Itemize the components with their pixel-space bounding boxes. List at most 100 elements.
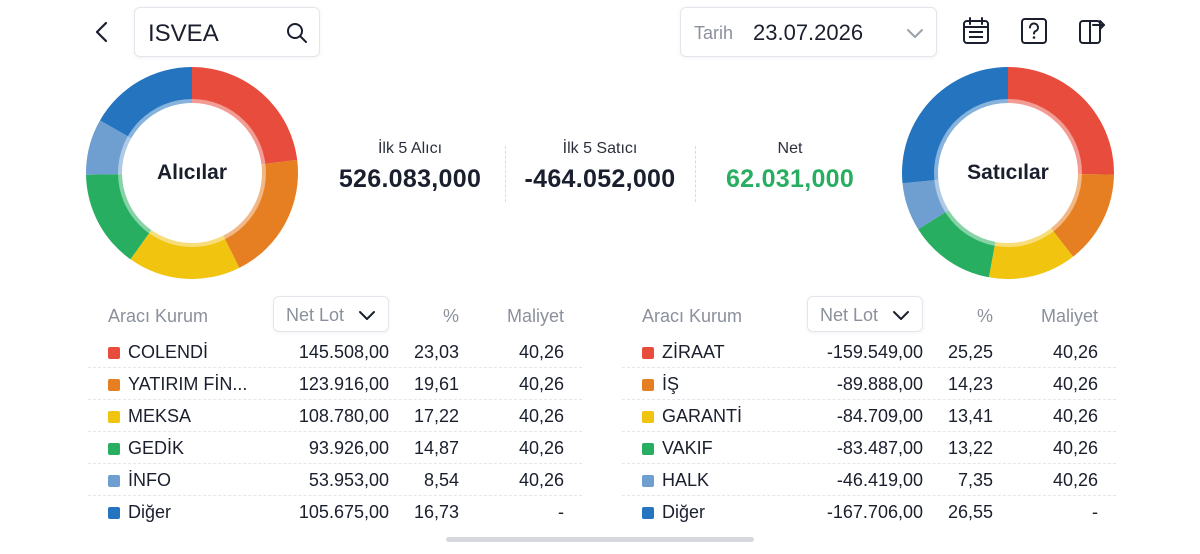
cost-value: - bbox=[558, 502, 564, 522]
net-lot-value: 93.926,00 bbox=[308, 438, 389, 458]
donut-slice bbox=[1050, 174, 1114, 257]
sellers-table-header: Aracı Kurum Net Lot % Maliyet bbox=[622, 296, 1116, 336]
cost-value: 40,26 bbox=[1052, 470, 1098, 490]
percent-value: 23,03 bbox=[413, 342, 459, 362]
broker-name: HALK bbox=[662, 470, 710, 490]
net-stat: Net 62.031,000 bbox=[705, 140, 875, 194]
symbol-text: ISVEA bbox=[148, 20, 219, 47]
table-row[interactable]: İNFO 53.953,00 8,54 40,26 bbox=[88, 464, 582, 496]
donut-center bbox=[942, 107, 1074, 239]
sellers-donut-svg bbox=[902, 67, 1114, 279]
top5-sellers-label: İlk 5 Satıcı bbox=[562, 140, 638, 157]
col-broker-header: Aracı Kurum bbox=[642, 306, 743, 326]
broker-name: VAKIF bbox=[662, 438, 713, 458]
top5-buyers-value: 526.083,000 bbox=[338, 165, 482, 193]
net-lot-value: 105.675,00 bbox=[298, 502, 389, 522]
back-chevron-icon bbox=[95, 21, 108, 43]
color-swatch bbox=[642, 475, 654, 487]
broker-name: Diğer bbox=[662, 502, 706, 522]
table-row[interactable]: Diğer 105.675,00 16,73 - bbox=[88, 496, 582, 528]
table-row[interactable]: GARANTİ -84.709,00 13,41 40,26 bbox=[622, 400, 1116, 432]
table-row[interactable]: HALK -46.419,00 7,35 40,26 bbox=[622, 464, 1116, 496]
col-cost-header: Maliyet bbox=[506, 306, 564, 326]
top5-sellers-value: -464.052,000 bbox=[524, 165, 676, 193]
scroll-indicator[interactable] bbox=[446, 537, 754, 542]
donut-slice bbox=[86, 120, 132, 175]
net-lot-value: -167.706,00 bbox=[826, 502, 923, 522]
sellers-donut-chart: Satıcılar bbox=[902, 67, 1114, 279]
net-lot-value: -159.549,00 bbox=[826, 342, 923, 362]
broker-name: GEDİK bbox=[128, 438, 185, 458]
buyers-donut-label: Alıcılar bbox=[156, 161, 228, 184]
cost-value: 40,26 bbox=[1052, 438, 1098, 458]
percent-value: 25,25 bbox=[947, 342, 993, 362]
broker-name: İŞ bbox=[662, 374, 680, 394]
help-icon[interactable] bbox=[1019, 16, 1049, 46]
broker-name: GARANTİ bbox=[662, 406, 743, 426]
table-row[interactable]: VAKIF -83.487,00 13,22 40,26 bbox=[622, 432, 1116, 464]
table-row[interactable]: GEDİK 93.926,00 14,87 40,26 bbox=[88, 432, 582, 464]
table-row[interactable]: MEKSA 108.780,00 17,22 40,26 bbox=[88, 400, 582, 432]
color-swatch bbox=[108, 475, 120, 487]
export-icon[interactable] bbox=[1077, 16, 1107, 46]
cost-value: 40,26 bbox=[518, 374, 564, 394]
top5-buyers-stat: İlk 5 Alıcı 526.083,000 bbox=[330, 140, 490, 194]
buyers-donut-chart: Alıcılar bbox=[86, 67, 298, 279]
col-cost-header: Maliyet bbox=[1040, 306, 1098, 326]
cost-value: 40,26 bbox=[518, 470, 564, 490]
buyers-donut-svg bbox=[86, 67, 298, 279]
buyers-table: Aracı Kurum Net Lot % Maliyet COLENDİ 145… bbox=[88, 296, 582, 528]
donut-slice bbox=[918, 210, 996, 278]
net-lot-value: 123.916,00 bbox=[298, 374, 389, 394]
cost-value: 40,26 bbox=[1052, 342, 1098, 362]
net-lot-sort-dropdown[interactable]: Net Lot bbox=[273, 296, 389, 332]
top5-buyers-label: İlk 5 Alıcı bbox=[377, 140, 443, 157]
donut-slice bbox=[130, 229, 240, 279]
percent-value: 7,35 bbox=[957, 470, 993, 490]
table-row[interactable]: YATIRIM FİN... 123.916,00 19,61 40,26 bbox=[88, 368, 582, 400]
color-swatch bbox=[642, 507, 654, 519]
broker-name: COLENDİ bbox=[128, 342, 209, 362]
stat-divider bbox=[505, 146, 506, 202]
donut-center bbox=[126, 107, 258, 239]
color-swatch bbox=[108, 347, 120, 359]
net-lot-sort-dropdown[interactable]: Net Lot bbox=[807, 296, 923, 332]
chevron-down-icon bbox=[359, 311, 375, 320]
net-label: Net bbox=[777, 140, 803, 157]
net-lot-value: -46.419,00 bbox=[836, 470, 923, 490]
date-label: Tarih bbox=[694, 23, 734, 43]
net-lot-sort-label: Net Lot bbox=[820, 305, 879, 325]
back-button[interactable] bbox=[88, 18, 116, 46]
net-lot-value: -83.487,00 bbox=[836, 438, 923, 458]
color-swatch bbox=[642, 379, 654, 391]
sellers-table-body: ZİRAAT -159.549,00 25,25 40,26 İŞ -89.888,00 1… bbox=[622, 336, 1116, 528]
percent-value: 19,61 bbox=[413, 374, 459, 394]
color-swatch bbox=[642, 443, 654, 455]
net-lot-value: 145.508,00 bbox=[298, 342, 389, 362]
col-percent-header: % bbox=[977, 306, 994, 326]
table-row[interactable]: ZİRAAT -159.549,00 25,25 40,26 bbox=[622, 336, 1116, 368]
percent-value: 17,22 bbox=[413, 406, 459, 426]
cost-value: 40,26 bbox=[1052, 406, 1098, 426]
table-row[interactable]: İŞ -89.888,00 14,23 40,26 bbox=[622, 368, 1116, 400]
net-lot-value: 108.780,00 bbox=[298, 406, 389, 426]
percent-value: 26,55 bbox=[947, 502, 993, 522]
percent-value: 16,73 bbox=[413, 502, 459, 522]
sellers-donut-label: Satıcılar bbox=[967, 161, 1049, 184]
net-lot-sort-label: Net Lot bbox=[286, 305, 345, 325]
top-bar: ISVEA Tarih 23.07.2026 bbox=[0, 0, 1200, 64]
cost-value: 40,26 bbox=[518, 438, 564, 458]
col-percent-header: % bbox=[443, 306, 460, 326]
table-row[interactable]: Diğer -167.706,00 26,55 - bbox=[622, 496, 1116, 528]
date-value: 23.07.2026 bbox=[753, 20, 864, 45]
percent-value: 14,23 bbox=[947, 374, 993, 394]
symbol-search-box[interactable]: ISVEA bbox=[134, 7, 320, 57]
date-selector[interactable]: Tarih 23.07.2026 bbox=[680, 7, 937, 57]
percent-value: 14,87 bbox=[413, 438, 459, 458]
search-icon[interactable] bbox=[285, 21, 309, 45]
percent-value: 13,41 bbox=[947, 406, 993, 426]
broker-name: YATIRIM FİN... bbox=[128, 374, 248, 394]
chevron-down-icon bbox=[893, 311, 909, 320]
table-row[interactable]: COLENDİ 145.508,00 23,03 40,26 bbox=[88, 336, 582, 368]
calendar-icon[interactable] bbox=[961, 16, 991, 46]
